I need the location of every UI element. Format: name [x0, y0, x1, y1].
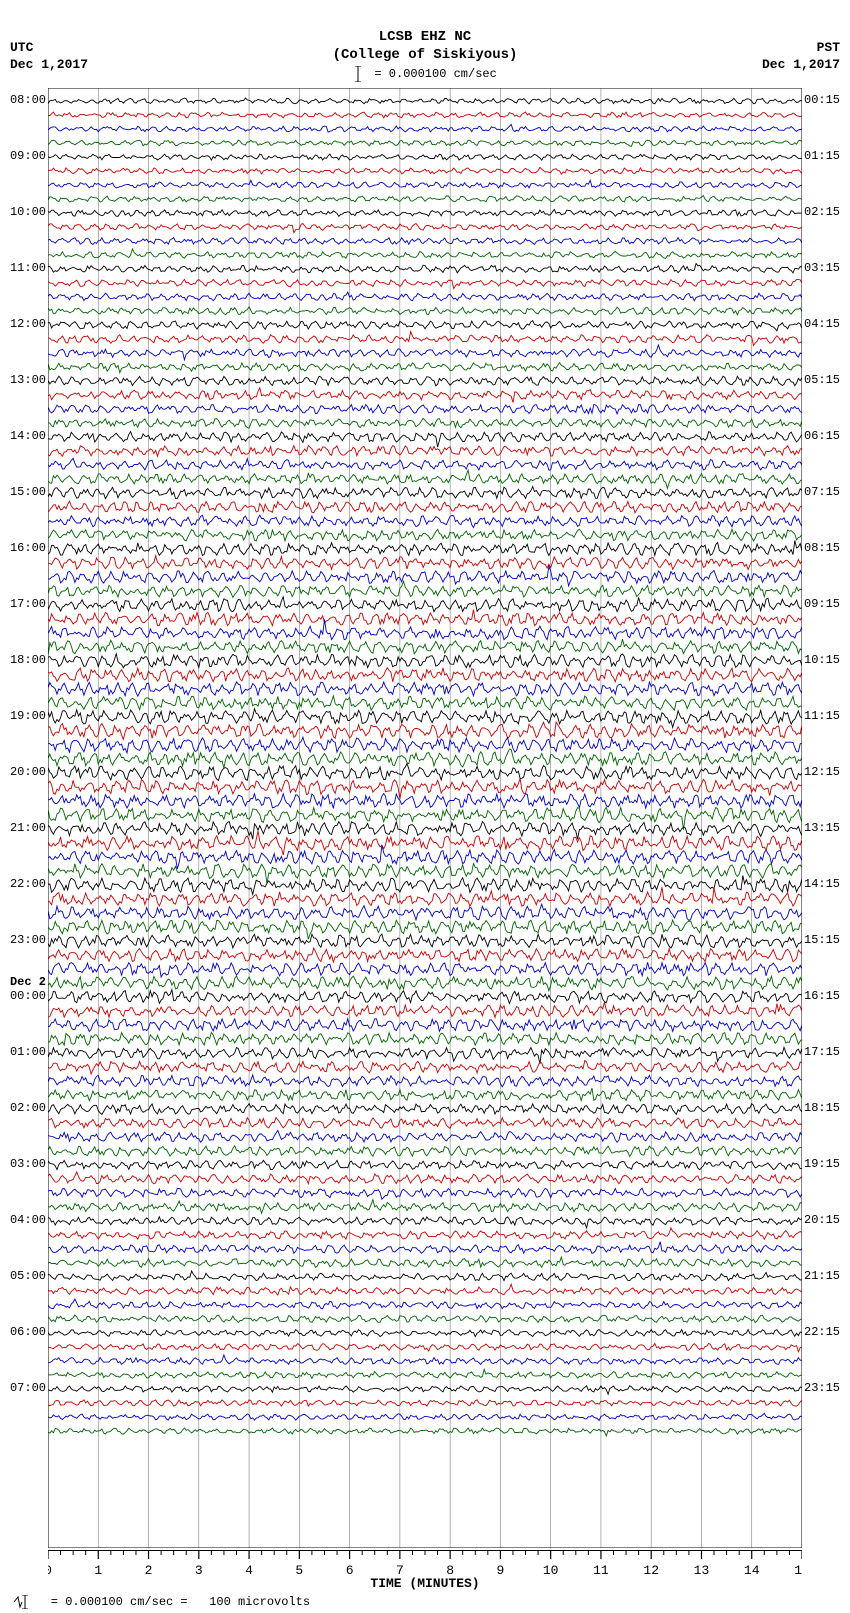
pst-hour-label: 20:15 [802, 1213, 840, 1227]
utc-hour-label: 20:00 [10, 765, 48, 779]
tz-right-label: PST [762, 40, 840, 57]
utc-hour-label: 18:00 [10, 653, 48, 667]
pst-hour-label: 03:15 [802, 261, 840, 275]
utc-hour-label: 04:00 [10, 1213, 48, 1227]
utc-day-break: Dec 2 [10, 975, 48, 989]
utc-hour-label: 19:00 [10, 709, 48, 723]
pst-hour-label: 10:15 [802, 653, 840, 667]
pst-hour-label: 22:15 [802, 1325, 840, 1339]
utc-hour-label: 13:00 [10, 373, 48, 387]
pst-hour-label: 21:15 [802, 1269, 840, 1283]
utc-hour-label: 12:00 [10, 317, 48, 331]
tz-right-date: Dec 1,2017 [762, 57, 840, 74]
utc-hour-label: 17:00 [10, 597, 48, 611]
utc-hour-label: 00:00 [10, 989, 48, 1003]
pst-hour-label: 11:15 [802, 709, 840, 723]
utc-hour-label: 09:00 [10, 149, 48, 163]
pst-hour-label: 06:15 [802, 429, 840, 443]
footnote: = 0.000100 cm/sec = 100 microvolts [0, 1581, 310, 1609]
utc-hour-label: 03:00 [10, 1157, 48, 1171]
utc-hour-label: 08:00 [10, 93, 48, 107]
pst-hour-label: 19:15 [802, 1157, 840, 1171]
utc-hour-label: 11:00 [10, 261, 48, 275]
pst-hour-label: 16:15 [802, 989, 840, 1003]
utc-hour-label: 22:00 [10, 877, 48, 891]
scale-text: = 0.000100 cm/sec [367, 67, 497, 81]
utc-hour-label: 10:00 [10, 205, 48, 219]
utc-hour-label: 21:00 [10, 821, 48, 835]
tz-left-date: Dec 1,2017 [10, 57, 88, 74]
utc-hour-label: 02:00 [10, 1101, 48, 1115]
pst-hour-label: 08:15 [802, 541, 840, 555]
pst-hour-label: 18:15 [802, 1101, 840, 1115]
pst-hour-label: 14:15 [802, 877, 840, 891]
pst-hour-label: 15:15 [802, 933, 840, 947]
utc-hour-label: 23:00 [10, 933, 48, 947]
utc-hour-label: 14:00 [10, 429, 48, 443]
utc-hour-label: 06:00 [10, 1325, 48, 1339]
utc-hour-label: 01:00 [10, 1045, 48, 1059]
amplitude-scale: = 0.000100 cm/sec [0, 66, 850, 82]
pst-hour-label: 13:15 [802, 821, 840, 835]
utc-hour-label: 05:00 [10, 1269, 48, 1283]
pst-hour-label: 00:15 [802, 93, 840, 107]
station-code: LCSB EHZ NC [0, 28, 850, 46]
utc-hour-label: 07:00 [10, 1381, 48, 1395]
helicorder-plot: 08:0000:1509:0001:1510:0002:1511:0003:15… [48, 88, 802, 1548]
pst-hour-label: 05:15 [802, 373, 840, 387]
pst-hour-label: 01:15 [802, 149, 840, 163]
utc-hour-label: 16:00 [10, 541, 48, 555]
pst-hour-label: 12:15 [802, 765, 840, 779]
pst-hour-label: 23:15 [802, 1381, 840, 1395]
pst-hour-label: 07:15 [802, 485, 840, 499]
station-name: (College of Siskiyous) [0, 46, 850, 64]
pst-hour-label: 09:15 [802, 597, 840, 611]
tz-left-label: UTC [10, 40, 88, 57]
pst-hour-label: 02:15 [802, 205, 840, 219]
utc-hour-label: 15:00 [10, 485, 48, 499]
pst-hour-label: 04:15 [802, 317, 840, 331]
pst-hour-label: 17:15 [802, 1045, 840, 1059]
